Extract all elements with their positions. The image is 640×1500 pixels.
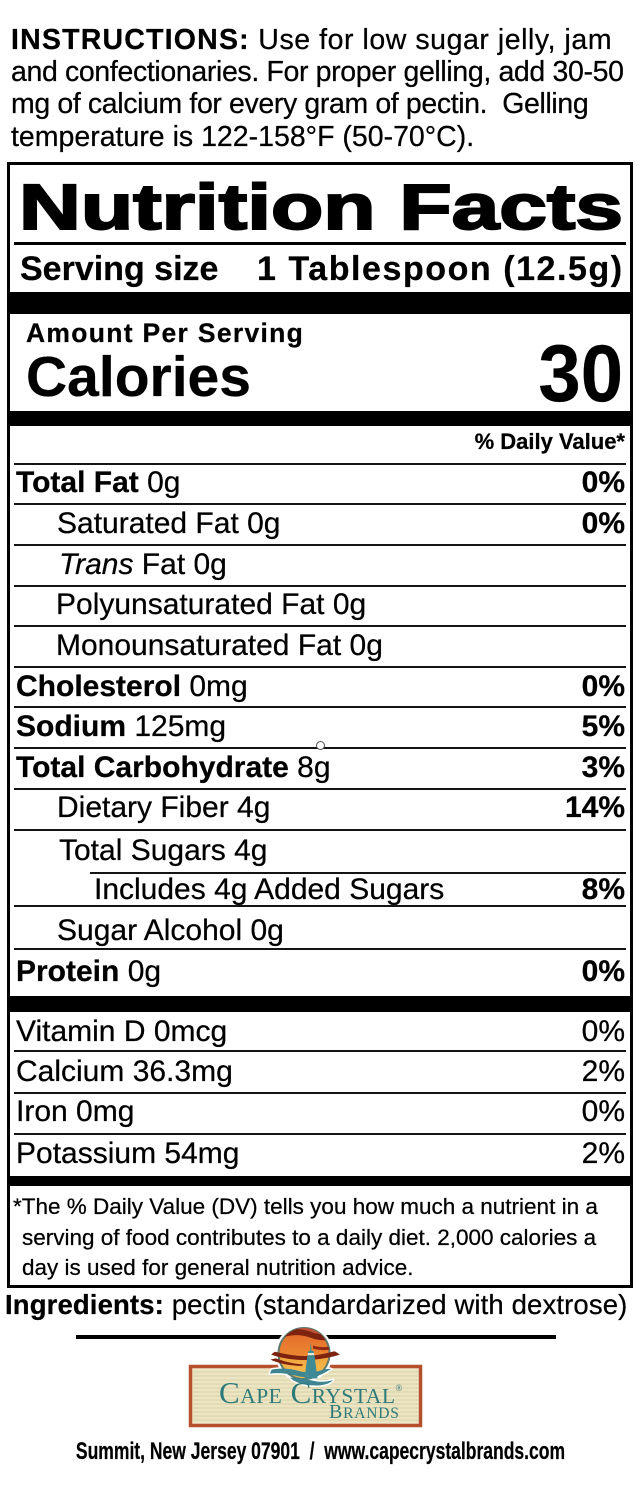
- svg-text:BRANDS: BRANDS: [329, 1401, 400, 1423]
- svg-text:Nutrition Facts: Nutrition Facts: [19, 171, 623, 240]
